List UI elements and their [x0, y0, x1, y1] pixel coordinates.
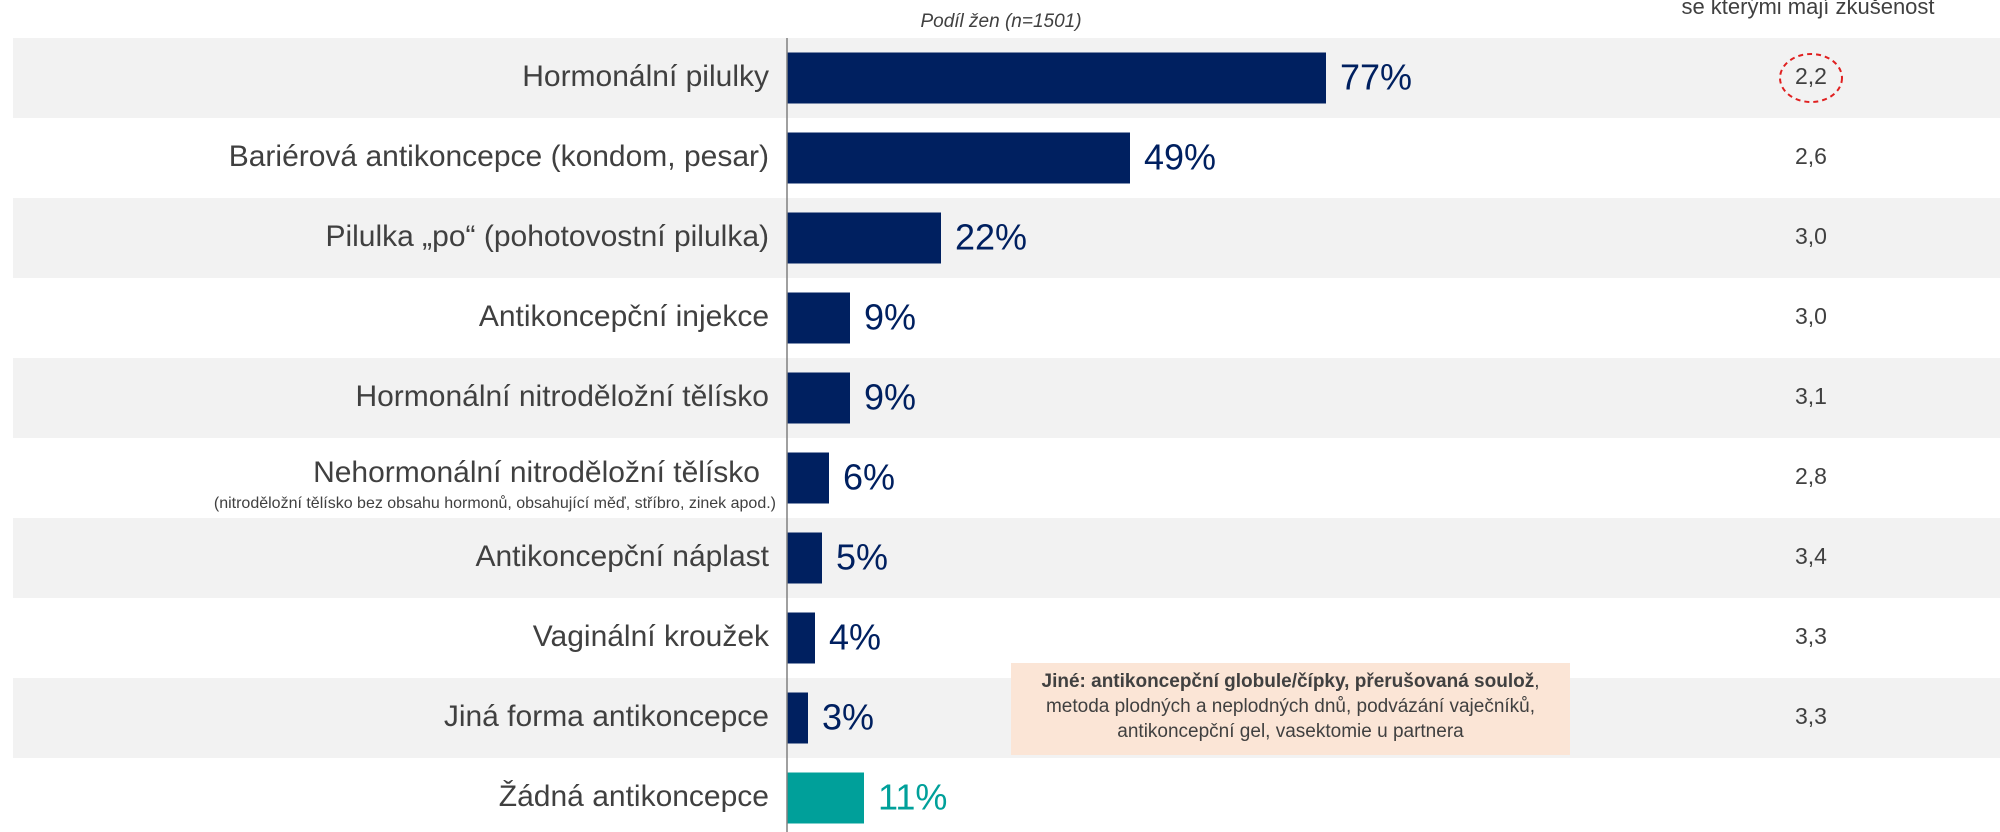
rating-label: 2,8: [1795, 463, 1827, 489]
subtitle: Podíl žen (n=1501): [920, 11, 1081, 32]
row-background: [13, 678, 2000, 758]
category-label: Nehormonální nitroděložní tělísko: [313, 456, 760, 489]
category-label: Hormonální pilulky: [522, 60, 769, 93]
value-label: 11%: [878, 777, 947, 818]
category-label: Jiná forma antikoncepce: [444, 700, 769, 733]
value-label: 77%: [1340, 57, 1412, 98]
row-background: [13, 198, 2000, 278]
category-label: Žádná antikoncepce: [499, 780, 769, 813]
row-background: [13, 518, 2000, 598]
right-header: se kterými mají zkušenost: [1681, 0, 1934, 19]
category-label: Pilulka „po“ (pohotovostní pilulka): [325, 220, 769, 253]
bar: [787, 292, 850, 344]
highlight-circle: [1779, 53, 1843, 103]
note-text: , metoda plodných a neplodných dnů, podv…: [1045, 671, 1540, 742]
bar: [787, 212, 941, 264]
value-label: 22%: [955, 217, 1027, 258]
rating-label: 3,1: [1795, 383, 1827, 409]
category-label: Hormonální nitroděložní tělísko: [355, 380, 769, 413]
rating-label: 3,0: [1795, 223, 1827, 249]
bar: [787, 52, 1326, 104]
rating-label: 3,0: [1795, 303, 1827, 329]
category-label: Bariérová antikoncepce (kondom, pesar): [229, 140, 769, 173]
category-label: Antikoncepční náplast: [475, 540, 769, 573]
rating-label: 3,3: [1795, 703, 1827, 729]
bar: [787, 532, 822, 584]
category-note: (nitroděložní tělísko bez obsahu hormonů…: [214, 494, 776, 512]
category-label: Vaginální kroužek: [533, 620, 770, 653]
rating-label: 3,3: [1795, 623, 1827, 649]
note-bold: Jiné: antikoncepční globule/čípky, přeru…: [1041, 671, 1535, 692]
rating-label: 2,6: [1795, 143, 1827, 169]
bar: [787, 132, 1130, 184]
bar: [787, 372, 850, 424]
bar: [787, 772, 864, 824]
row-background: [13, 358, 2000, 438]
value-label: 9%: [864, 297, 916, 338]
value-label: 4%: [829, 617, 881, 658]
value-label: 6%: [843, 457, 895, 498]
bar: [787, 452, 829, 504]
rating-label: 2,2: [1795, 63, 1827, 89]
value-label: 5%: [836, 537, 888, 578]
category-label: Antikoncepční injekce: [479, 300, 769, 333]
value-label: 3%: [822, 697, 874, 738]
bar: [787, 612, 815, 664]
value-label: 49%: [1144, 137, 1216, 178]
rating-label: 3,4: [1795, 543, 1827, 569]
bar: [787, 692, 808, 744]
value-label: 9%: [864, 377, 916, 418]
note-box: Jiné: antikoncepční globule/čípky, přeru…: [1011, 663, 1570, 755]
